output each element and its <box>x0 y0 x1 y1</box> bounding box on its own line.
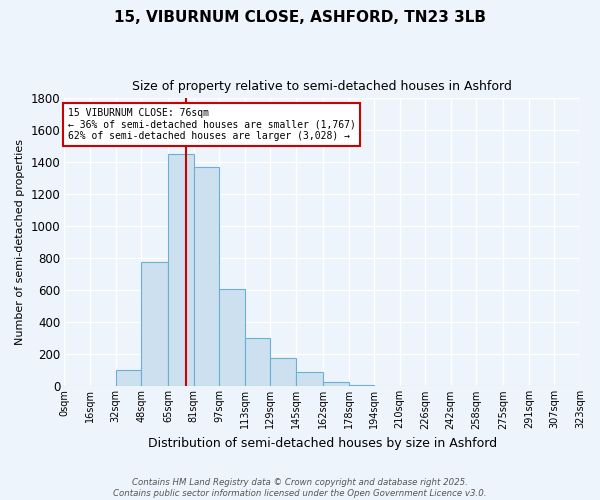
Text: 15, VIBURNUM CLOSE, ASHFORD, TN23 3LB: 15, VIBURNUM CLOSE, ASHFORD, TN23 3LB <box>114 10 486 25</box>
Bar <box>168 154 194 386</box>
Text: Contains HM Land Registry data © Crown copyright and database right 2025.
Contai: Contains HM Land Registry data © Crown c… <box>113 478 487 498</box>
Title: Size of property relative to semi-detached houses in Ashford: Size of property relative to semi-detach… <box>132 80 512 93</box>
Y-axis label: Number of semi-detached properties: Number of semi-detached properties <box>15 140 25 346</box>
Bar <box>219 289 245 386</box>
Bar <box>349 385 374 386</box>
Bar <box>271 358 296 386</box>
Bar <box>141 262 168 386</box>
Bar <box>116 370 141 386</box>
X-axis label: Distribution of semi-detached houses by size in Ashford: Distribution of semi-detached houses by … <box>148 437 497 450</box>
Bar <box>245 338 271 386</box>
Bar <box>296 372 323 386</box>
Bar <box>323 382 349 386</box>
Text: 15 VIBURNUM CLOSE: 76sqm
← 36% of semi-detached houses are smaller (1,767)
62% o: 15 VIBURNUM CLOSE: 76sqm ← 36% of semi-d… <box>68 108 356 141</box>
Bar <box>194 167 219 386</box>
